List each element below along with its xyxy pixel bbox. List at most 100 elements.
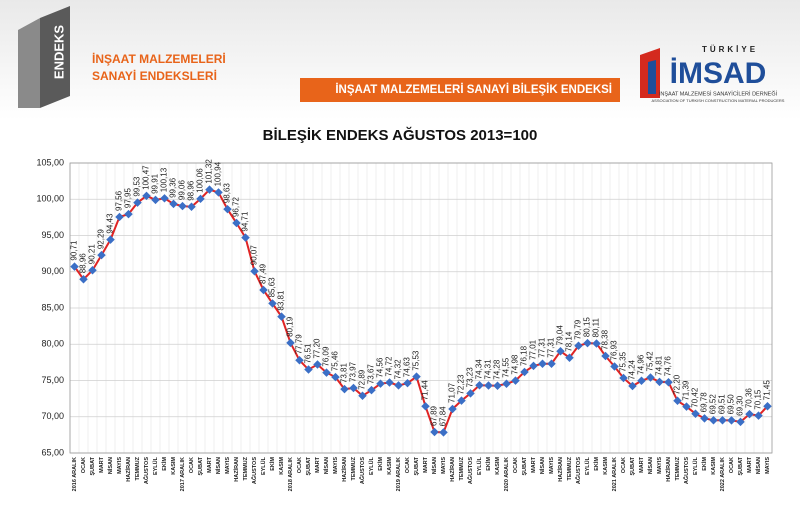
- marker: [511, 376, 520, 385]
- marker: [286, 338, 295, 348]
- value-label: 83,81: [277, 290, 286, 311]
- value-label: 98,63: [223, 183, 232, 204]
- value-label: 78,14: [565, 331, 574, 352]
- y-tick-label: 100,00: [36, 194, 64, 204]
- value-label: 74,31: [484, 359, 493, 380]
- value-label: 98,96: [187, 180, 196, 201]
- chart-title: BİLEŞİK ENDEKS AĞUSTOS 2013=100: [263, 126, 538, 144]
- x-tick-label: 2021 ARALIK: [612, 457, 618, 491]
- value-label: 90,71: [70, 240, 79, 261]
- x-tick-label: NİSAN: [755, 457, 762, 474]
- marker: [574, 341, 583, 351]
- x-tick-label: OCAK: [81, 457, 87, 473]
- imsad-logo: [648, 60, 656, 94]
- marker: [403, 378, 412, 388]
- value-label: 76,51: [304, 343, 313, 364]
- marker: [241, 233, 250, 242]
- marker: [610, 362, 619, 371]
- marker: [637, 376, 646, 386]
- marker: [79, 275, 88, 284]
- value-label: 76,09: [322, 346, 331, 367]
- value-label: 74,72: [385, 356, 394, 377]
- value-label: 90,21: [88, 244, 97, 265]
- marker: [655, 377, 664, 387]
- x-tick-label: HAZİRAN: [665, 457, 672, 482]
- value-label: 74,32: [394, 359, 403, 380]
- value-label: 69,30: [736, 395, 745, 416]
- x-tick-label: HAZİRAN: [125, 457, 132, 482]
- x-tick-label: MAYIS: [549, 457, 555, 474]
- marker: [124, 209, 133, 219]
- x-tick-label: EKİM: [701, 457, 708, 471]
- value-label: 96,72: [232, 196, 241, 217]
- value-label: 97,56: [115, 190, 124, 211]
- x-tick-label: MAYIS: [333, 457, 339, 474]
- value-label: 70,15: [754, 389, 763, 410]
- x-tick-label: OCAK: [189, 457, 195, 473]
- x-tick-label: NİSAN: [431, 457, 438, 474]
- marker: [583, 338, 592, 348]
- x-tick-label: NİSAN: [647, 457, 654, 474]
- value-label: 71,39: [682, 380, 691, 401]
- x-tick-label: EYLÜL: [584, 456, 591, 475]
- marker: [349, 383, 358, 393]
- value-label: 97,95: [124, 188, 133, 209]
- marker: [520, 367, 529, 377]
- x-tick-label: MART: [207, 456, 213, 473]
- value-label: 69,78: [700, 392, 709, 413]
- marker: [97, 250, 106, 260]
- marker: [484, 381, 493, 390]
- marker: [439, 428, 448, 437]
- x-tick-label: MART: [639, 456, 645, 473]
- value-label: 67,89: [430, 405, 439, 426]
- marker: [232, 218, 241, 228]
- x-tick-label: MART: [747, 456, 753, 473]
- x-tick-label: 2019 ARALIK: [396, 457, 402, 491]
- marker: [547, 359, 556, 368]
- marker: [196, 194, 205, 204]
- marker: [277, 312, 286, 321]
- x-tick-label: EKİM: [161, 457, 168, 471]
- value-label: 69,51: [718, 394, 727, 415]
- value-label: 71,45: [763, 380, 772, 401]
- x-tick-label: 2020 ARALIK: [504, 457, 510, 491]
- x-tick-label: NİSAN: [215, 457, 222, 474]
- x-tick-label: OCAK: [297, 457, 303, 473]
- y-tick-label: 80,00: [41, 339, 64, 349]
- marker: [421, 402, 430, 411]
- value-label: 72,89: [358, 369, 367, 390]
- x-tick-label: MAYIS: [117, 457, 123, 474]
- value-label: 76,18: [520, 345, 529, 366]
- x-tick-label: AĞUSTOS: [358, 457, 366, 484]
- marker: [106, 235, 115, 244]
- imsad-sub: ASSOCIATION OF TURKISH CONSTRUCTION MATE…: [652, 98, 785, 103]
- x-tick-label: AĞUSTOS: [574, 457, 582, 484]
- marker: [619, 373, 628, 383]
- x-tick-label: HAZİRAN: [557, 457, 564, 482]
- marker: [475, 381, 484, 390]
- marker: [259, 285, 268, 295]
- x-tick-label: NİSAN: [107, 457, 114, 474]
- x-tick-label: KASIM: [711, 457, 717, 475]
- value-label: 100,94: [214, 161, 223, 186]
- marker: [727, 416, 736, 425]
- value-label: 94,43: [106, 213, 115, 234]
- x-tick-label: EYLÜL: [152, 456, 159, 475]
- x-tick-label: TEMMUZ: [351, 456, 357, 480]
- y-tick-label: 65,00: [41, 447, 64, 457]
- marker: [709, 415, 718, 425]
- marker: [745, 409, 754, 419]
- value-label: 73,23: [466, 367, 475, 388]
- marker: [565, 353, 574, 362]
- x-tick-label: EYLÜL: [692, 456, 699, 475]
- marker: [718, 416, 727, 425]
- x-tick-label: OCAK: [729, 457, 735, 473]
- marker: [160, 194, 169, 203]
- marker: [682, 402, 691, 411]
- marker: [538, 359, 547, 368]
- value-label: 70,36: [745, 388, 754, 409]
- value-label: 74,63: [403, 357, 412, 378]
- value-label: 74,56: [376, 357, 385, 378]
- value-label: 71,44: [421, 380, 430, 401]
